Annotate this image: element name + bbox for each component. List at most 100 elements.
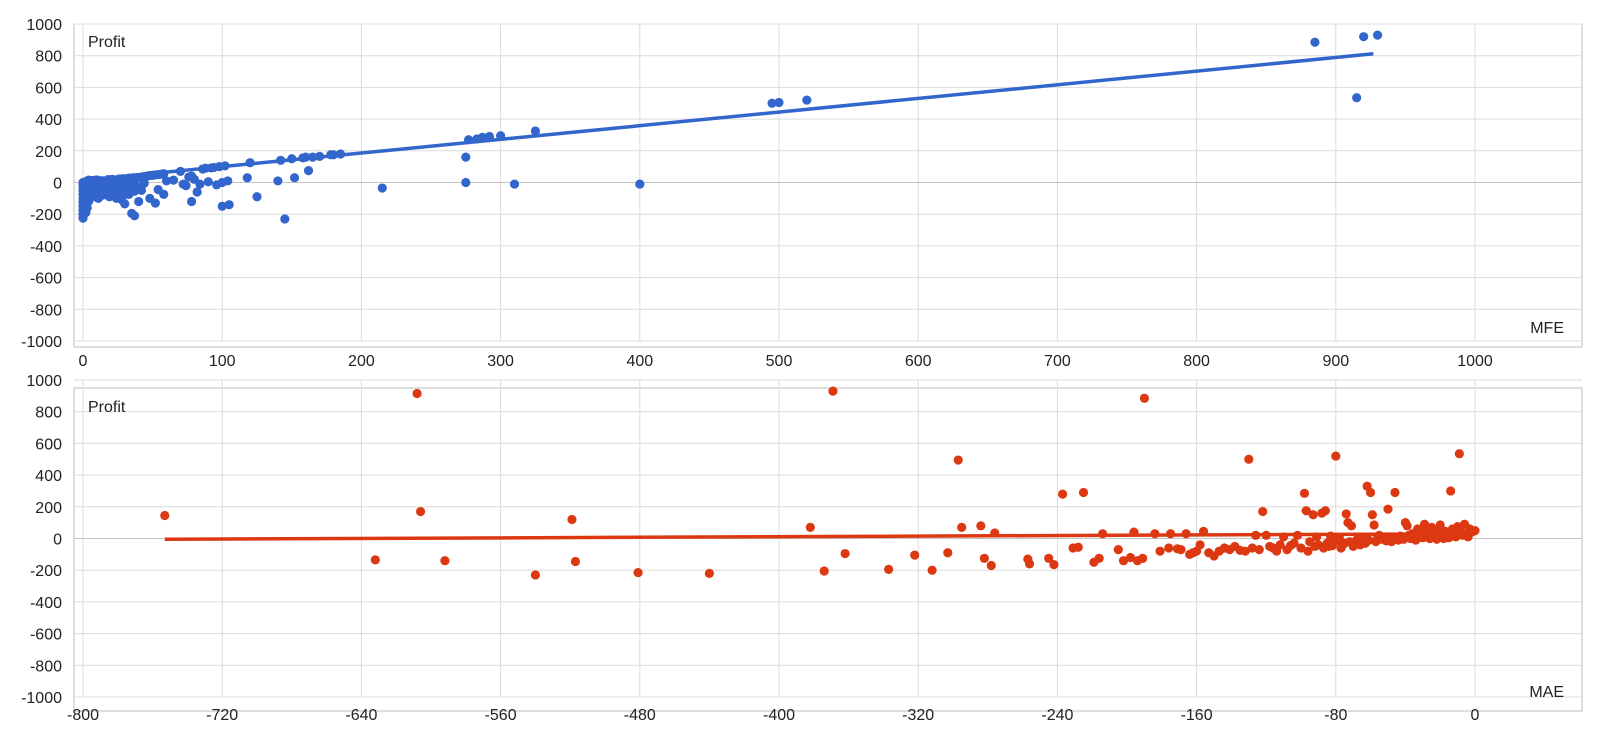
mae-x-tick-label: -800 (67, 707, 99, 724)
mfe-data-point (1359, 32, 1369, 42)
mfe-y-tick-label: -800 (30, 302, 62, 319)
mfe-plot-frame (73, 23, 1583, 348)
mae-data-point (1240, 546, 1250, 556)
mfe-data-point (484, 131, 495, 142)
mae-data-point (1176, 544, 1186, 555)
mae-data-point (1155, 546, 1165, 556)
mae-data-point (1296, 543, 1306, 553)
mae-data-point (1094, 553, 1104, 563)
mae-data-point (1369, 520, 1379, 530)
mae-data-point (1254, 544, 1264, 555)
mae-y-tick-label: 600 (35, 436, 62, 453)
mae-x-tick-label: -560 (485, 707, 517, 724)
mfe-data-point (252, 192, 262, 202)
mfe-data-point (186, 196, 197, 207)
mae-y-tick-label: -400 (30, 595, 62, 612)
mae-x-tick-labels: -800 -720 -640 -560 -480 -400 -320 -240 -160 -80 0 (67, 707, 1480, 724)
mae-y-tick-label: 200 (35, 500, 62, 517)
mfe-y-tick-label: 0 (53, 176, 62, 193)
mae-data-point (1308, 510, 1318, 520)
mae-plot-frame (73, 387, 1583, 712)
mae-data-point (1058, 489, 1068, 499)
mfe-data-point (802, 95, 812, 105)
mae-data-point (1198, 526, 1209, 536)
mae-data-point (953, 455, 963, 465)
mae-data-point (1164, 543, 1174, 553)
mfe-data-point (276, 155, 286, 165)
mae-data-point (1346, 521, 1357, 531)
mae-data-point (1320, 506, 1330, 516)
mae-data-point (819, 566, 829, 576)
mae-data-point (1118, 556, 1129, 566)
mfe-data-point (134, 196, 144, 207)
mfe-y-tick-label: 800 (35, 49, 62, 66)
mfe-x-tick-label: 0 (79, 353, 88, 370)
mae-data-point (1289, 538, 1299, 548)
mae-y-tick-label: 0 (53, 532, 62, 549)
mae-y-tick-label: -1000 (21, 690, 62, 707)
mfe-data-point (308, 152, 318, 162)
mfe-y-tick-label: -400 (30, 239, 62, 256)
mfe-data-point (509, 179, 520, 189)
mfe-x-tick-label: 500 (766, 353, 793, 370)
mae-y-tick-label: -600 (30, 627, 62, 644)
mfe-data-point (195, 179, 205, 189)
mfe-data-point (377, 183, 387, 193)
mae-data-point (570, 556, 581, 567)
mfe-data-point (477, 132, 488, 142)
mfe-data-point (461, 152, 471, 162)
mae-data-point (1258, 506, 1268, 517)
mfe-data-point (1372, 30, 1383, 40)
mfe-data-point (168, 175, 179, 185)
mae-data-point (1383, 504, 1393, 514)
mae-data-point (910, 550, 920, 560)
mae-data-point (1364, 535, 1374, 545)
mae-x-tick-label: -160 (1181, 707, 1213, 724)
mfe-y-tick-label: 400 (35, 112, 62, 129)
mae-data-point (1367, 510, 1377, 520)
mfe-y-tick-label: 1000 (26, 17, 62, 34)
mfe-data-point (635, 179, 645, 189)
mfe-data-point (1310, 37, 1320, 47)
mae-data-point (1073, 542, 1083, 552)
mae-data-point (1299, 488, 1310, 498)
mae-y-tick-labels: 1000 800 600 400 200 0 -200 -400 -600 -800 -1000 (21, 373, 62, 707)
mae-data-point (1078, 487, 1089, 498)
mae-data-point (986, 560, 996, 571)
mae-data-point (1150, 529, 1160, 539)
mfe-data-point (496, 131, 506, 141)
mfe-x-axis-label: MFE (1530, 320, 1564, 337)
mfe-points (78, 30, 1383, 224)
mfe-data-point (530, 126, 541, 136)
mfe-data-point (159, 169, 169, 179)
mfe-data-point (161, 176, 172, 186)
mae-data-point (567, 514, 577, 525)
mae-data-point (704, 568, 715, 578)
mae-x-axis-label: MAE (1529, 684, 1564, 701)
mae-data-point (1390, 487, 1400, 498)
mae-data-point (840, 548, 850, 559)
mfe-data-point (139, 178, 149, 188)
mae-data-point (1181, 529, 1191, 539)
mfe-x-tick-label: 100 (209, 353, 236, 370)
mfe-data-point (463, 135, 474, 145)
mae-data-point (1301, 506, 1311, 516)
mfe-data-point (136, 185, 147, 196)
mae-data-point (1044, 553, 1054, 563)
mae-data-point (1261, 530, 1271, 540)
mae-data-point (1165, 529, 1176, 539)
mae-data-point (1024, 559, 1035, 569)
mae-data-point (1312, 532, 1322, 542)
mae-data-point (1341, 509, 1351, 519)
mae-data-point (979, 553, 989, 563)
mfe-x-tick-label: 800 (1183, 353, 1210, 370)
mfe-data-point (181, 181, 191, 191)
mae-data-point (1251, 530, 1261, 540)
mfe-x-tick-label: 200 (348, 353, 375, 370)
mfe-data-point (129, 211, 140, 221)
mae-data-point (1098, 529, 1108, 539)
mfe-data-point (120, 199, 130, 209)
mae-data-point (1275, 540, 1285, 550)
